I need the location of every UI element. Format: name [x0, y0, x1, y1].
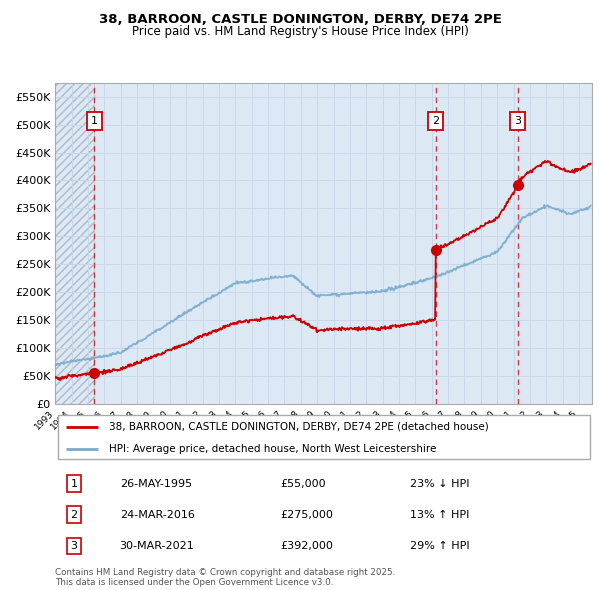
- Bar: [55, 83, 94, 404]
- Text: 24-MAR-2016: 24-MAR-2016: [119, 510, 194, 520]
- Text: £275,000: £275,000: [281, 510, 334, 520]
- Text: 1: 1: [70, 478, 77, 489]
- Text: 23% ↓ HPI: 23% ↓ HPI: [410, 478, 469, 489]
- Text: 38, BARROON, CASTLE DONINGTON, DERBY, DE74 2PE: 38, BARROON, CASTLE DONINGTON, DERBY, DE…: [98, 13, 502, 26]
- Bar: [55, 83, 94, 404]
- Text: HPI: Average price, detached house, North West Leicestershire: HPI: Average price, detached house, Nort…: [109, 444, 436, 454]
- Text: Price paid vs. HM Land Registry's House Price Index (HPI): Price paid vs. HM Land Registry's House …: [131, 25, 469, 38]
- Text: 2: 2: [432, 116, 439, 126]
- Text: 3: 3: [70, 541, 77, 551]
- Text: 1: 1: [91, 116, 98, 126]
- Text: 3: 3: [514, 116, 521, 126]
- Text: 13% ↑ HPI: 13% ↑ HPI: [410, 510, 469, 520]
- Text: 2: 2: [70, 510, 77, 520]
- Text: 38, BARROON, CASTLE DONINGTON, DERBY, DE74 2PE (detached house): 38, BARROON, CASTLE DONINGTON, DERBY, DE…: [109, 421, 488, 431]
- Text: £392,000: £392,000: [281, 541, 334, 551]
- Text: 29% ↑ HPI: 29% ↑ HPI: [410, 541, 469, 551]
- Text: £55,000: £55,000: [281, 478, 326, 489]
- Text: 26-MAY-1995: 26-MAY-1995: [119, 478, 192, 489]
- Text: 30-MAR-2021: 30-MAR-2021: [119, 541, 194, 551]
- FancyBboxPatch shape: [58, 415, 590, 460]
- Text: Contains HM Land Registry data © Crown copyright and database right 2025.
This d: Contains HM Land Registry data © Crown c…: [55, 568, 395, 587]
